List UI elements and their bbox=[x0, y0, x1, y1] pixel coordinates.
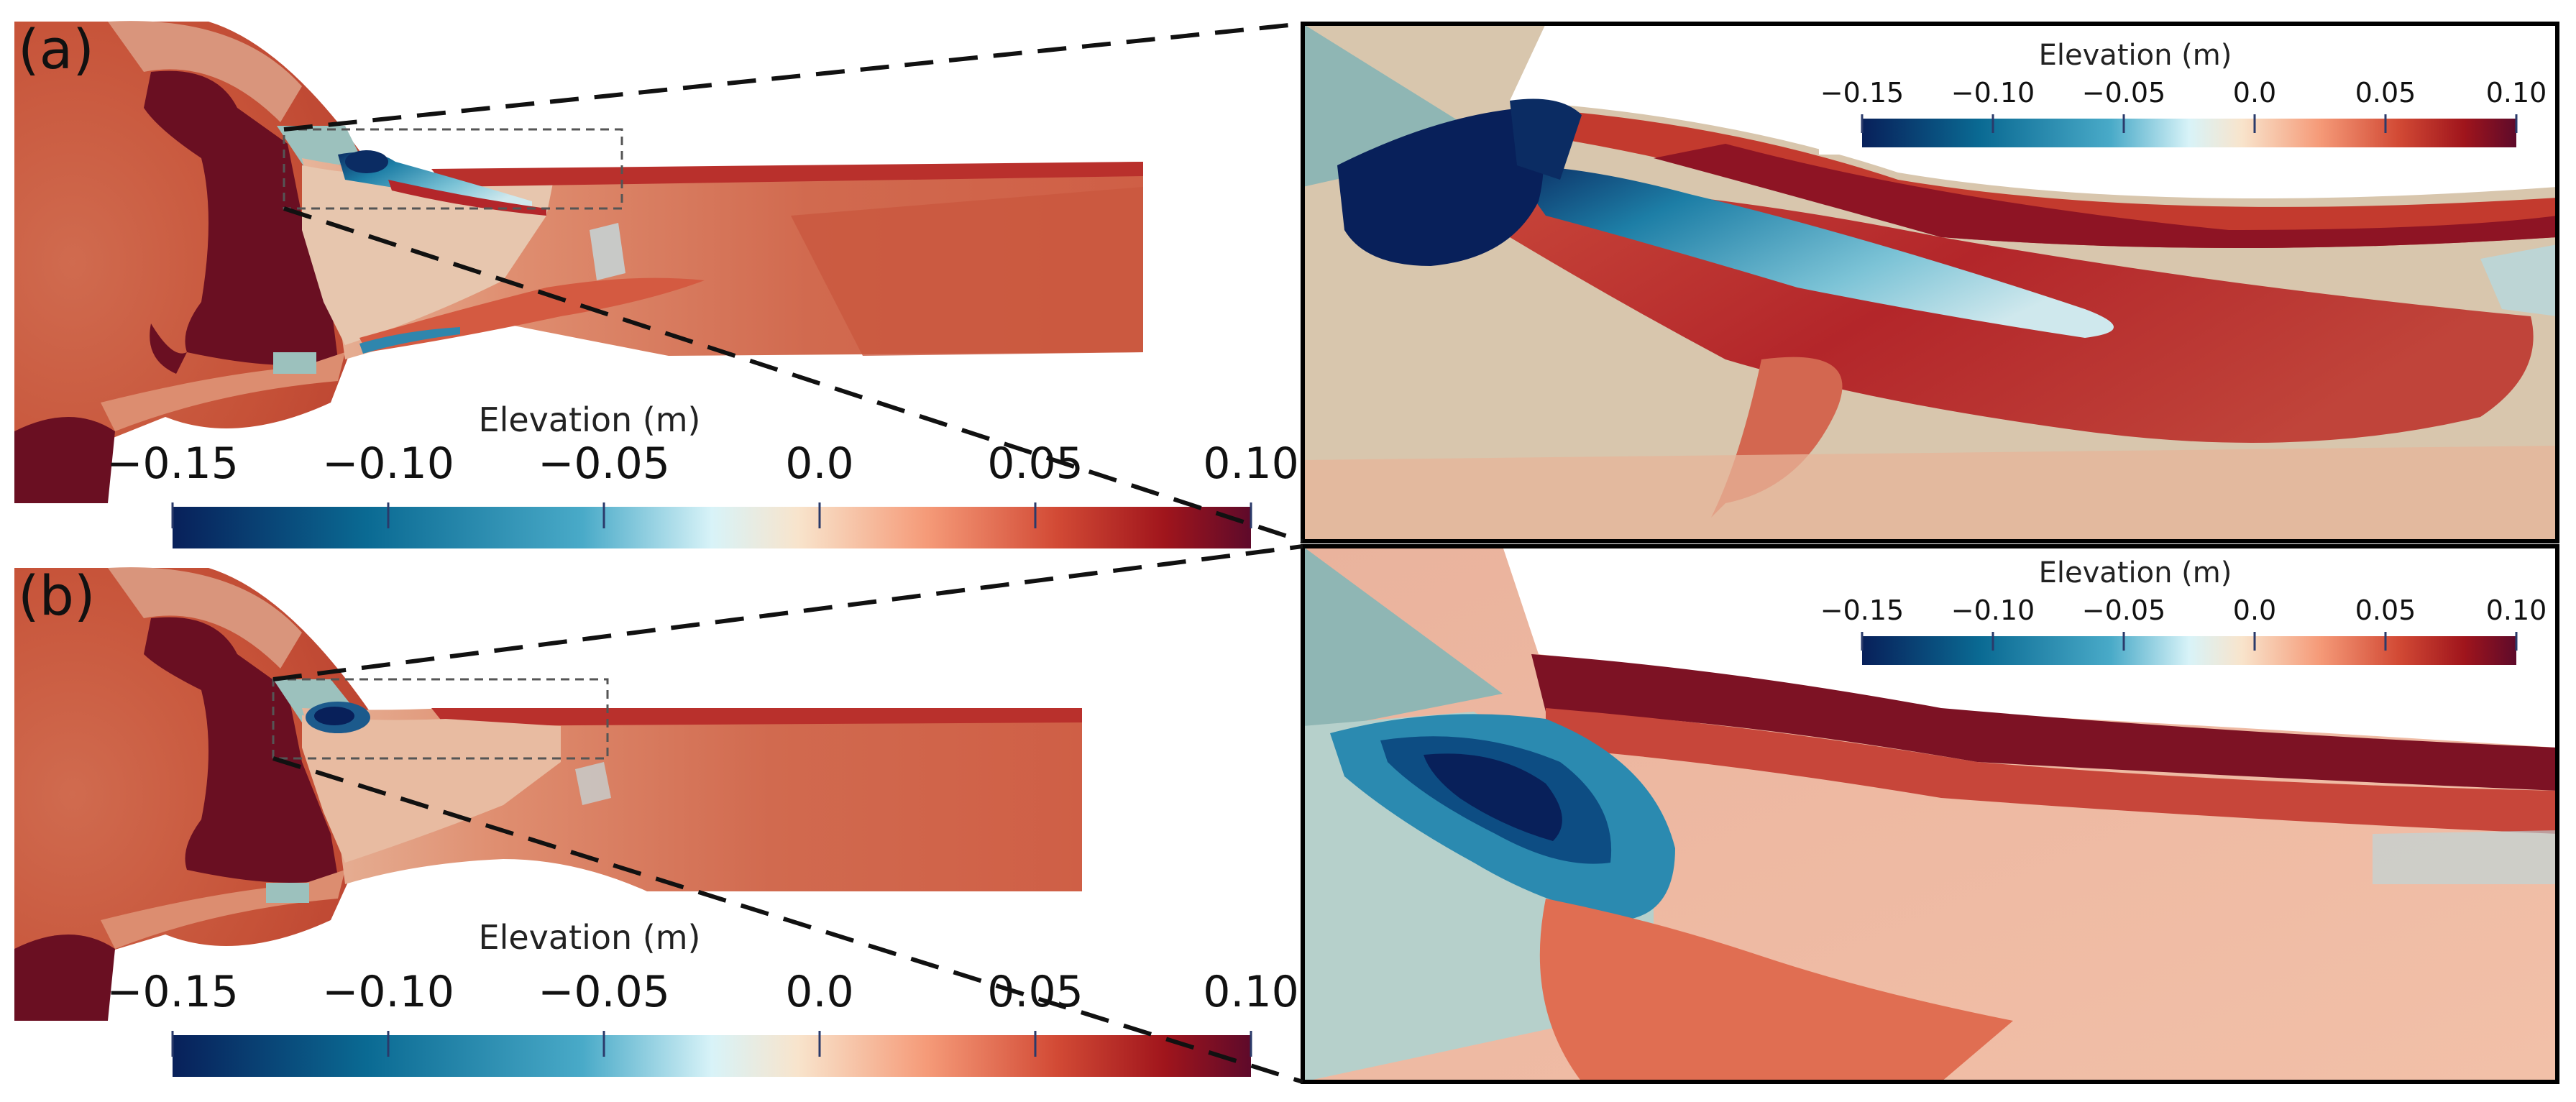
colorbar-b: Elevation (m) −0.15 −0.10 −0.05 0.0 0.05 0.10 bbox=[106, 918, 1299, 1077]
connector-b-top bbox=[272, 544, 1303, 681]
colorbar-tick-label: 0.10 bbox=[1203, 967, 1299, 1017]
connector-a-top bbox=[283, 22, 1303, 132]
colorbar-tick-label: −0.05 bbox=[2082, 594, 2165, 626]
colorbar-tick-label: 0.0 bbox=[785, 438, 853, 489]
zoom-frame-a bbox=[1301, 22, 2559, 543]
colorbar-a: Elevation (m) −0.15 −0.10 −0.05 0.0 0.05 0.10 bbox=[106, 400, 1299, 548]
colorbar-tick-label: −0.15 bbox=[1820, 594, 1904, 626]
colorbar-tick-label: −0.10 bbox=[322, 967, 454, 1017]
colorbar-tick-label: 0.10 bbox=[2486, 594, 2547, 626]
zoom-colorbar-a: Elevation (m) −0.15 −0.10 −0.05 0.0 0.05 0.10 bbox=[1820, 39, 2547, 147]
zoom-frame-b bbox=[1301, 544, 2559, 1084]
panel-label-b: (b) bbox=[18, 564, 96, 628]
colorbar-tick-label: −0.10 bbox=[1951, 594, 2035, 626]
zoom-colorbar-a-title: Elevation (m) bbox=[2039, 39, 2232, 72]
colorbar-tick-label: 0.10 bbox=[1203, 438, 1299, 489]
connector-b-bottom bbox=[272, 756, 1303, 1084]
colorbar-tick-label: −0.15 bbox=[1820, 77, 1904, 109]
colorbar-tick-label: 0.0 bbox=[2233, 77, 2276, 109]
colorbar-tick-label: −0.15 bbox=[106, 438, 239, 489]
colorbar-tick-label: −0.10 bbox=[1951, 77, 2035, 109]
colorbar-b-title: Elevation (m) bbox=[479, 918, 701, 957]
colorbar-a-title: Elevation (m) bbox=[479, 400, 701, 439]
zoom-colorbar-b-title: Elevation (m) bbox=[2039, 556, 2232, 589]
zoom-panel-b bbox=[1303, 546, 2557, 1082]
panel-b-overview bbox=[14, 567, 1082, 1021]
colorbar-b-ticks: −0.15 −0.10 −0.05 0.0 0.05 0.10 bbox=[106, 967, 1299, 1057]
colorbar-tick-label: 0.0 bbox=[2233, 594, 2276, 626]
panel-label-a: (a) bbox=[18, 17, 94, 81]
colorbar-tick-label: −0.10 bbox=[322, 438, 454, 489]
zoom-colorbar-b-ticks: −0.15 −0.10 −0.05 0.0 0.05 0.10 bbox=[1820, 594, 2547, 651]
colorbar-tick-label: −0.15 bbox=[106, 967, 239, 1017]
zoom-connectors bbox=[272, 22, 1303, 1084]
colorbar-tick-label: 0.05 bbox=[987, 967, 1083, 1017]
colorbar-a-ticks: −0.15 −0.10 −0.05 0.0 0.05 0.10 bbox=[106, 438, 1299, 528]
colorbar-tick-label: −0.05 bbox=[538, 438, 670, 489]
zoom-colorbar-a-ticks: −0.15 −0.10 −0.05 0.0 0.05 0.10 bbox=[1820, 77, 2547, 133]
colorbar-tick-label: 0.10 bbox=[2486, 77, 2547, 109]
colorbar-tick-label: 0.05 bbox=[2355, 77, 2416, 109]
connector-a-bottom bbox=[283, 206, 1303, 543]
zoom-colorbar-b: Elevation (m) −0.15 −0.10 −0.05 0.0 0.05 0.10 bbox=[1820, 556, 2547, 665]
colorbar-tick-label: −0.05 bbox=[538, 967, 670, 1017]
colorbar-tick-label: −0.05 bbox=[2082, 77, 2165, 109]
colorbar-tick-label: 0.05 bbox=[2355, 594, 2416, 626]
colorbar-tick-label: 0.0 bbox=[785, 967, 853, 1017]
panel-a-overview bbox=[14, 21, 1143, 503]
